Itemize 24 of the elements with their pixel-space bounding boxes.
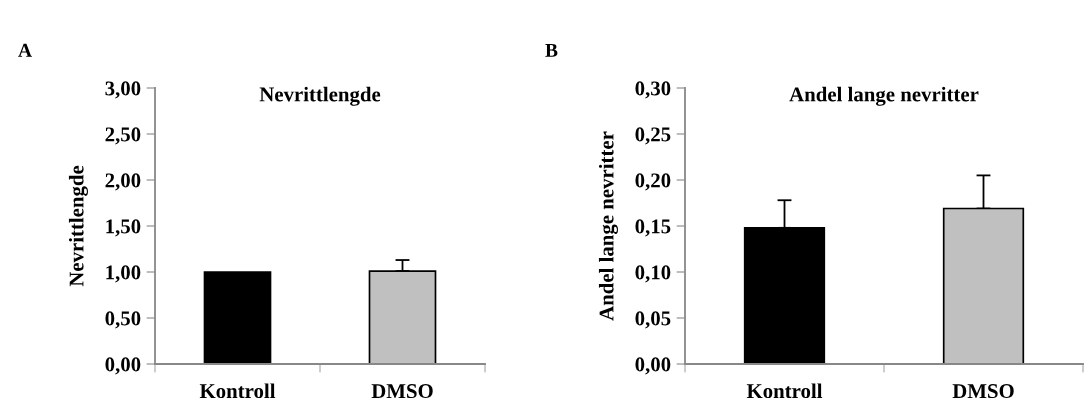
y-tick-label: 3,00	[105, 81, 141, 99]
y-tick-label: 0,15	[635, 219, 671, 237]
x-tick-label: Kontroll	[199, 383, 276, 399]
y-tick-label: 0,25	[635, 127, 671, 145]
y-tick-label: 0,00	[105, 357, 141, 375]
y-tick-label: 0,30	[635, 81, 671, 99]
y-tick-label: 1,50	[106, 219, 141, 237]
y-axis-title: Andel lange nevritter	[598, 131, 618, 321]
text: A	[18, 43, 32, 57]
y-tick-label: 0,20	[635, 173, 671, 191]
chart-title: Nevrittlengde	[259, 86, 381, 106]
y-tick-label: 1,00	[106, 265, 141, 283]
y-tick-label: 0,50	[105, 311, 141, 329]
x-tick-label: Kontroll	[746, 383, 823, 399]
y-tick-label: 0,05	[635, 311, 671, 329]
y-tick-label: 0,10	[635, 265, 671, 283]
y-tick-label: 2,50	[105, 127, 141, 145]
x-tick-label: DMSO	[952, 384, 1014, 399]
y-tick-label: 0,00	[635, 357, 671, 375]
y-axis-title: Nevrittlengde	[68, 165, 88, 287]
y-tick-label: 2,00	[105, 173, 141, 191]
x-tick-label: DMSO	[371, 384, 433, 399]
chart-title: Andel lange nevritter	[789, 86, 979, 106]
text: B	[545, 43, 558, 57]
